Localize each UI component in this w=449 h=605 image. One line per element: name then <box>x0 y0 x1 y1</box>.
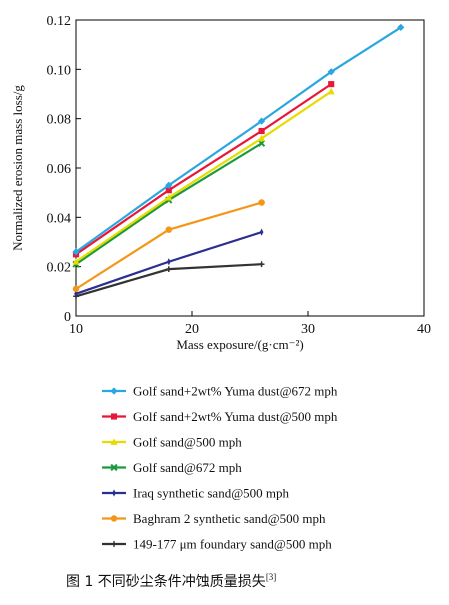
legend-item: Golf sand@500 mph <box>102 435 242 450</box>
series-line <box>75 26 402 253</box>
x-axis-label: Mass exposure/(g·cm⁻²) <box>176 337 303 352</box>
y-tick-label: 0.08 <box>47 113 72 128</box>
legend-marker <box>110 515 118 522</box>
data-point <box>258 199 265 206</box>
legend-label: Golf sand@500 mph <box>133 435 242 450</box>
legend-label: 149-177 μm foundary sand@500 mph <box>133 537 332 552</box>
legend-marker <box>111 541 117 547</box>
data-point <box>165 266 172 273</box>
data-point <box>258 134 266 142</box>
y-tick-label: 0.02 <box>47 261 72 276</box>
series-7 <box>73 261 265 300</box>
series-2 <box>72 81 335 258</box>
y-tick-label: 0.06 <box>47 162 72 177</box>
legend-marker <box>110 438 118 445</box>
y-axis-label: Normalized erosion mass loss/g <box>10 85 25 251</box>
data-point <box>258 127 265 135</box>
series-4 <box>72 139 266 268</box>
data-point <box>327 68 335 76</box>
data-point <box>328 81 335 88</box>
plot-frame <box>75 19 425 317</box>
data-point <box>72 258 80 265</box>
legend-item: 149-177 μm foundary sand@500 mph <box>102 537 332 552</box>
caption-text: 图 1 不同砂尘条件冲蚀质量损失 <box>66 573 266 590</box>
y-tick-label: 0 <box>64 310 71 325</box>
legend-marker <box>110 387 118 395</box>
legend-item: Golf sand+2wt% Yuma dust@672 mph <box>102 384 338 399</box>
series-5 <box>74 228 264 298</box>
series-line <box>75 90 332 263</box>
legend-label: Golf sand+2wt% Yuma dust@672 mph <box>133 384 338 399</box>
data-point <box>258 261 265 268</box>
series-3 <box>72 87 335 265</box>
legend-label: Baghram 2 synthetic sand@500 mph <box>133 511 326 526</box>
series-layer <box>72 23 405 300</box>
x-tick-label: 30 <box>301 322 315 337</box>
series-6 <box>72 199 265 293</box>
data-point <box>165 187 172 194</box>
legend-label: Golf sand@672 mph <box>133 460 242 475</box>
series-1 <box>72 23 405 256</box>
legend-marker <box>112 489 116 497</box>
legend-item: Golf sand+2wt% Yuma dust@500 mph <box>102 409 338 424</box>
figure-caption: 图 1 不同砂尘条件冲蚀质量损失[3] <box>66 572 276 590</box>
y-tick-label: 0.12 <box>47 14 72 29</box>
y-tick-label: 0.10 <box>47 63 72 78</box>
data-point <box>72 285 80 293</box>
data-point <box>165 226 173 233</box>
legend-item: Iraq synthetic sand@500 mph <box>102 486 290 501</box>
legend-marker <box>110 463 118 472</box>
legend-item: Baghram 2 synthetic sand@500 mph <box>102 511 326 526</box>
data-point <box>165 181 173 189</box>
legend-marker <box>110 413 118 420</box>
legend: Golf sand+2wt% Yuma dust@672 mph Golf san… <box>102 384 338 552</box>
data-point <box>258 117 266 125</box>
y-tick-label: 0.04 <box>47 211 72 226</box>
data-point <box>165 194 173 201</box>
legend-label: Iraq synthetic sand@500 mph <box>133 486 290 501</box>
x-tick-label: 40 <box>417 322 431 337</box>
data-point <box>72 248 80 256</box>
data-point <box>167 258 171 266</box>
data-point <box>258 139 266 147</box>
series-line <box>75 142 263 266</box>
series-line <box>75 83 332 256</box>
data-point <box>74 290 78 298</box>
plot-area <box>75 19 425 317</box>
x-tick-label: 10 <box>69 322 83 337</box>
marker-stroke <box>258 139 266 147</box>
data-point <box>327 87 335 95</box>
caption-ref: [3] <box>266 572 277 582</box>
marker-stroke <box>110 463 118 472</box>
x-tick-label: 20 <box>185 322 199 337</box>
legend-label: Golf sand+2wt% Yuma dust@500 mph <box>133 409 338 424</box>
data-point <box>397 23 405 31</box>
data-point <box>259 228 264 236</box>
legend-item: Golf sand@672 mph <box>102 460 242 475</box>
